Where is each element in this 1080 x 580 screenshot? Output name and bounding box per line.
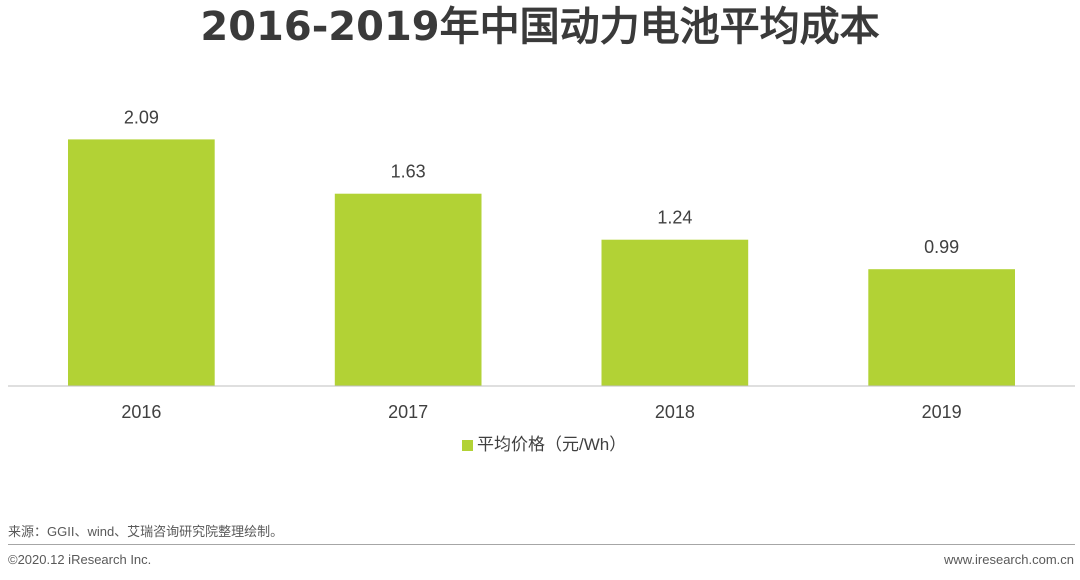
bar-chart: 2.09 2016 1.63 2017 1.24 2018 0.99 2019 — [8, 107, 1075, 422]
labels-group: 2.09 2016 1.63 2017 1.24 2018 0.99 2019 — [121, 107, 961, 422]
legend: 平均价格（元/Wh） — [462, 434, 626, 456]
legend-label: 平均价格（元/Wh） — [477, 435, 627, 454]
bar-2018 — [601, 239, 749, 386]
bar-2016 — [68, 139, 215, 386]
source-note: 来源：GGII、wind、艾瑞咨询研究院整理绘制。 — [8, 524, 284, 539]
value-label-2018: 1.24 — [657, 208, 692, 228]
legend-swatch — [462, 439, 473, 451]
website-text: www.iresearch.com.cn — [943, 552, 1074, 567]
chart-title: 2016-2019年中国动力电池平均成本 — [200, 4, 880, 50]
x-tick-label-2016: 2016 — [121, 402, 161, 422]
x-tick-label-2017: 2017 — [388, 402, 428, 422]
value-label-2017: 1.63 — [391, 162, 426, 182]
value-label-2019: 0.99 — [924, 237, 959, 257]
x-tick-label-2018: 2018 — [655, 402, 695, 422]
x-tick-label-2019: 2019 — [922, 402, 962, 422]
bar-2017 — [334, 193, 482, 386]
footer-divider — [8, 544, 1075, 545]
copyright-text: ©2020.12 iResearch Inc. — [8, 552, 152, 567]
value-label-2016: 2.09 — [124, 107, 159, 127]
bars-group — [68, 139, 1015, 386]
bar-2019 — [868, 269, 1015, 386]
